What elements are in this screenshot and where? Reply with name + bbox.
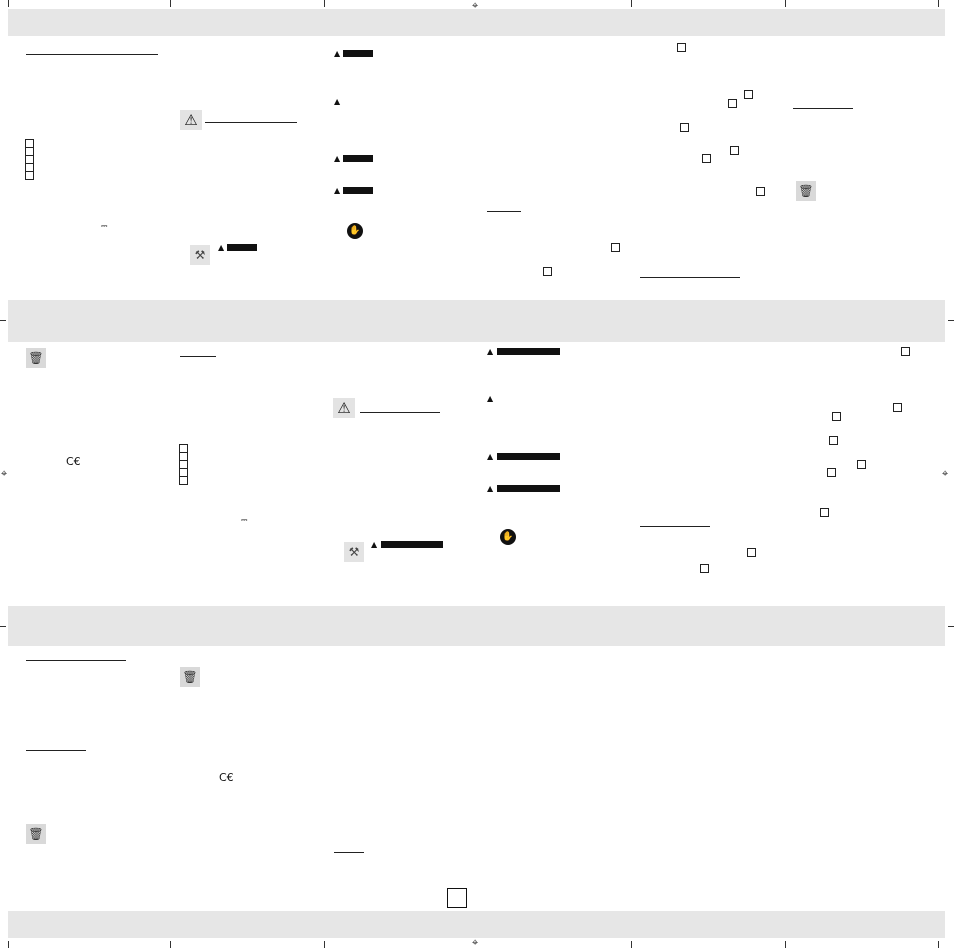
checkbox-square: [901, 347, 910, 356]
checkbox-square: [756, 187, 765, 196]
small-warning-icon: ▲: [334, 186, 341, 195]
crop-mark: [785, 0, 786, 7]
gloves-icon: ✋: [500, 529, 516, 545]
crop-mark: [631, 941, 632, 948]
heading-rule: [26, 660, 126, 661]
crop-mark: [170, 941, 171, 948]
disposal-bin-icon: 🗑: [796, 181, 816, 201]
crop-mark: [948, 626, 954, 627]
checkbox-square: [728, 99, 737, 108]
header-band-1: [8, 9, 945, 36]
warning-bar: [497, 453, 560, 460]
crop-mark: [324, 941, 325, 948]
warning-bar: [497, 485, 560, 492]
crop-mark: [785, 941, 786, 948]
crop-mark: [324, 0, 325, 7]
dc-icon: ⎓: [241, 515, 248, 524]
page-number-box: [447, 888, 467, 908]
crop-mark: [8, 0, 9, 7]
checkbox-square: [680, 123, 689, 132]
checkbox-square: [179, 476, 188, 485]
checkbox-square: [857, 460, 866, 469]
checkbox-square: [747, 548, 756, 557]
header-band-2: [8, 300, 945, 342]
warning-bar: [343, 50, 373, 57]
small-warning-icon: ▲: [487, 484, 494, 493]
disposal-bin-icon: 🗑: [26, 348, 46, 368]
registration-mark-icon: ⌖: [472, 936, 479, 949]
small-warning-icon: ▲: [487, 452, 494, 461]
checkbox-square: [543, 267, 552, 276]
checkbox-square: [827, 468, 836, 477]
small-warning-icon: ▲: [334, 97, 341, 106]
warning-bar: [343, 155, 373, 162]
header-band-3: [8, 606, 945, 646]
heading-rule: [180, 356, 216, 357]
heading-rule: [360, 412, 440, 413]
warning-icon: ⚠: [333, 398, 355, 418]
tool-icon: ⚒: [190, 245, 210, 265]
ce-mark-icon: C€: [66, 455, 81, 468]
crop-mark: [938, 0, 939, 7]
ce-mark-icon: C€: [219, 771, 234, 784]
checkbox-square: [832, 412, 841, 421]
checkbox-square: [893, 403, 902, 412]
checkbox-square: [744, 90, 753, 99]
heading-rule: [26, 750, 86, 751]
heading-rule: [640, 277, 740, 278]
heading-rule: [334, 852, 364, 853]
disposal-bin-icon: 🗑: [26, 824, 46, 844]
crop-mark: [0, 626, 6, 627]
checkbox-square: [611, 243, 620, 252]
crop-mark: [938, 941, 939, 948]
warning-bar: [343, 187, 373, 194]
small-warning-icon: ▲: [334, 49, 341, 58]
checkbox-square: [829, 436, 838, 445]
dc-icon: ⎓: [101, 221, 108, 230]
warning-icon: ⚠: [180, 110, 202, 130]
checkbox-square: [677, 43, 686, 52]
small-warning-icon: ▲: [334, 154, 341, 163]
registration-mark-icon: ⌖: [1, 467, 8, 480]
heading-rule: [26, 54, 158, 55]
crop-mark: [948, 320, 954, 321]
crop-mark: [0, 320, 6, 321]
gloves-icon: ✋: [347, 223, 363, 239]
crop-mark: [8, 941, 9, 948]
footer-band: [8, 911, 945, 938]
checkbox-square: [25, 171, 34, 180]
heading-rule: [793, 108, 853, 109]
crop-mark: [170, 0, 171, 7]
registration-mark-icon: ⌖: [472, 0, 479, 12]
small-warning-icon: ▲: [218, 243, 225, 252]
heading-rule: [205, 122, 297, 123]
checkbox-square: [700, 564, 709, 573]
small-warning-icon: ▲: [371, 540, 378, 549]
warning-bar: [227, 244, 257, 251]
crop-mark: [631, 0, 632, 7]
small-warning-icon: ▲: [487, 394, 494, 403]
checkbox-square: [730, 146, 739, 155]
registration-mark-icon: ⌖: [942, 467, 949, 480]
disposal-bin-icon: 🗑: [180, 667, 200, 687]
tool-icon: ⚒: [344, 542, 364, 562]
small-warning-icon: ▲: [487, 347, 494, 356]
heading-rule: [487, 211, 521, 212]
checkbox-square: [702, 154, 711, 163]
warning-bar: [381, 541, 443, 548]
heading-rule: [640, 526, 710, 527]
checkbox-square: [820, 508, 829, 517]
warning-bar: [497, 348, 560, 355]
